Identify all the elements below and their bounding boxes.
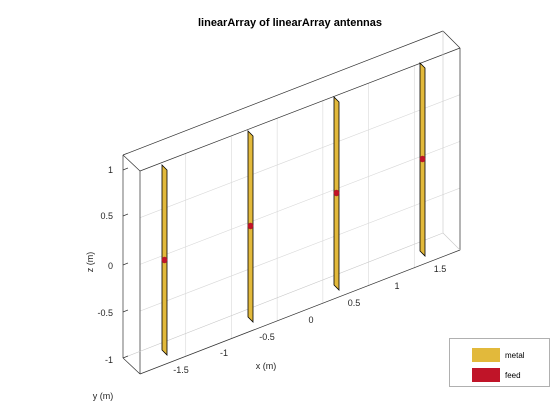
x-tick-label: -1 xyxy=(220,348,228,358)
feed-point xyxy=(161,256,168,264)
legend-label: feed xyxy=(505,370,521,380)
x-tick-label: -1.5 xyxy=(173,365,189,375)
feed-point xyxy=(419,155,426,163)
z-tick-label: 0.5 xyxy=(100,211,113,221)
x-tick-label: -0.5 xyxy=(259,332,275,342)
x-tick-label: 1.5 xyxy=(434,264,447,274)
legend: metal feed xyxy=(449,338,550,387)
feed-point xyxy=(247,222,254,230)
z-axis-ticks: 1 0.5 0 -0.5 -1 xyxy=(97,165,129,365)
feed-swatch xyxy=(472,368,500,382)
x-tick-label: 1 xyxy=(394,281,399,291)
figure-title: linearArray of linearArray antennas xyxy=(198,17,382,29)
z-tick-label: -1 xyxy=(105,355,113,365)
z-tick-label: 1 xyxy=(108,165,113,175)
grid-lines xyxy=(139,48,461,374)
axes-region xyxy=(123,31,460,374)
y-axis-label: y (m) xyxy=(93,391,114,401)
x-tick-label: 0 xyxy=(308,315,313,325)
x-tick-label: 0.5 xyxy=(348,298,361,308)
grid-line xyxy=(139,187,461,312)
grid-line xyxy=(139,94,461,218)
x-axis-label: x (m) xyxy=(256,361,277,371)
legend-item-feed: feed xyxy=(472,367,521,383)
axes-box xyxy=(122,30,461,375)
z-tick-label: 0 xyxy=(108,261,113,271)
feed-point xyxy=(333,189,340,197)
grid-line xyxy=(139,141,461,265)
legend-item-metal: metal xyxy=(472,347,525,363)
metal-swatch xyxy=(472,348,500,362)
antenna-elements xyxy=(161,62,426,356)
z-tick-label: -0.5 xyxy=(97,308,113,318)
z-axis-label: z (m) xyxy=(85,252,95,273)
x-axis-ticks: -1.5 -1 -0.5 0 0.5 1 1.5 xyxy=(173,264,446,375)
legend-label: metal xyxy=(505,350,525,360)
